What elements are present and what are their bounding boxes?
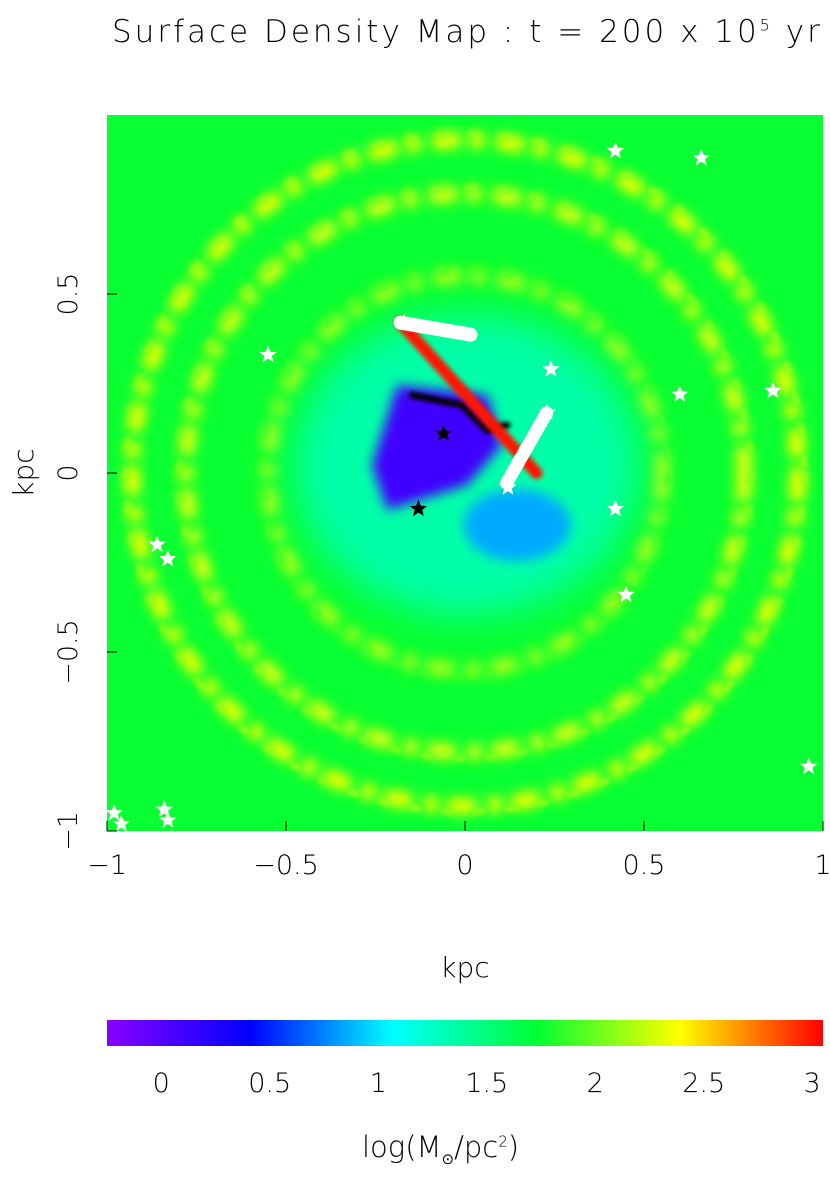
y-tick-label: −1 [53,811,84,851]
y-tick-label: 0 [53,464,84,481]
chart-title: Surface Density Map : t = 200 x 105 yr [112,14,823,50]
density-ring-clump [123,131,807,815]
colorbar-tick-label: 2 [587,1068,604,1099]
colorbar [107,1020,823,1046]
filament-core [394,316,543,479]
filament-white-lower [500,406,554,490]
x-tick-label: −0.5 [253,850,319,881]
density-ring-clump [176,184,754,762]
y-tick-label: 0.5 [53,273,84,316]
central-region [295,314,639,616]
density-ring-clump [259,267,671,679]
colorbar-tick-label: 3 [804,1068,821,1099]
density-ring [260,268,670,678]
x-axis-label: kpc [440,951,489,984]
colorbar-tick-label: 1 [370,1068,387,1099]
low-density-lobe [463,489,571,561]
colorbar-tick-label: 0 [153,1068,170,1099]
y-tick-label: −0.5 [53,619,84,685]
x-tick-label: 1 [814,850,830,881]
density-map [107,115,823,831]
density-ring [124,132,806,814]
y-axis-ticks: −1 −0.5 0 0.5 [53,273,117,851]
colorbar-tick-label: 0.5 [248,1068,291,1099]
density-ring [177,185,753,761]
x-tick-label: 0.5 [623,850,666,881]
colorbar-ticks: 0 0.5 1 1.5 2 2.5 3 [153,1068,821,1099]
x-tick-label: 0 [456,850,473,881]
colorbar-tick-label: 1.5 [465,1068,508,1099]
filament-white-upper [393,315,478,342]
colorbar-label: log(M⊙/pc2) [362,1130,520,1168]
x-tick-label: −1 [87,850,127,881]
dense-filament [393,315,554,490]
y-axis-label: kpc [7,448,40,497]
density-rings [123,131,807,815]
x-axis-ticks: −1 −0.5 0 0.5 1 [87,821,830,881]
colorbar-tick-label: 2.5 [682,1068,725,1099]
